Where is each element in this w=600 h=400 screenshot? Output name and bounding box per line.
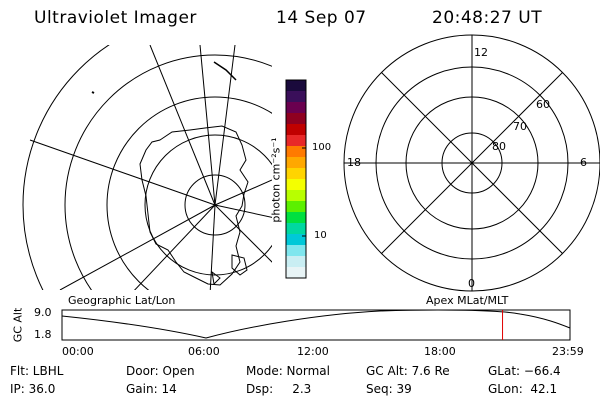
colorbar-band bbox=[286, 113, 306, 125]
colorbar-band bbox=[286, 223, 306, 235]
status-door: Door: Open bbox=[126, 364, 195, 378]
colorbar-band bbox=[286, 245, 306, 257]
timeline-xtick-0: 00:00 bbox=[62, 345, 94, 358]
mlat-label-80: 80 bbox=[492, 140, 506, 153]
colorbar-band bbox=[286, 256, 306, 268]
magnetic-polar-plot bbox=[343, 34, 600, 292]
status-ip: IP: 36.0 bbox=[10, 382, 56, 396]
coastline bbox=[139, 125, 249, 286]
status-gain: Gain: 14 bbox=[126, 382, 177, 396]
colorbar-band bbox=[286, 212, 306, 224]
geographic-map-label: Geographic Lat/Lon bbox=[68, 294, 176, 307]
mlt-label-6: 6 bbox=[580, 156, 587, 169]
colorbar-band bbox=[286, 234, 306, 246]
colorbar-band bbox=[286, 168, 306, 180]
status-gc-alt: GC Alt: 7.6 Re bbox=[366, 364, 450, 378]
status-mode: Mode: Normal bbox=[246, 364, 330, 378]
mlt-label-18: 18 bbox=[347, 156, 361, 169]
colorbar-band bbox=[286, 157, 306, 169]
magnetic-map-label: Apex MLat/MLT bbox=[426, 294, 509, 307]
colorbar-frame bbox=[285, 79, 307, 279]
status-dsp: Dsp: 2.3 bbox=[246, 382, 312, 396]
timeline-xtick-3: 18:00 bbox=[424, 345, 456, 358]
timeline-ylabel: GC Alt bbox=[11, 307, 25, 343]
status-glon: GLon: 42.1 bbox=[488, 382, 558, 396]
colorbar-band bbox=[286, 80, 306, 92]
altitude-curve bbox=[61, 309, 571, 339]
mlt-label-0: 0 bbox=[468, 277, 475, 290]
colorbar-band bbox=[286, 146, 306, 158]
timeline-xtick-1: 06:00 bbox=[188, 345, 220, 358]
timeline-frame bbox=[61, 309, 571, 341]
time-label: 20:48:27 UT bbox=[432, 8, 543, 28]
colorbar-band bbox=[286, 201, 306, 213]
timeline-xtick-4: 23:59 bbox=[552, 345, 584, 358]
colorbar-band bbox=[286, 179, 306, 191]
colorbar-band bbox=[286, 135, 306, 147]
colorbar-tick-label-low: 10 bbox=[314, 230, 327, 241]
colorbar-band bbox=[286, 190, 306, 202]
colorbar-label: photon cm⁻²s⁻¹ bbox=[269, 137, 283, 223]
status-filter: Flt: LBHL bbox=[10, 364, 64, 378]
app-title: Ultraviolet Imager bbox=[34, 8, 197, 28]
colorbar bbox=[286, 80, 306, 279]
status-glat: GLat: −66.4 bbox=[488, 364, 561, 378]
colorbar-band bbox=[286, 124, 306, 136]
colorbar-band bbox=[286, 102, 306, 114]
timeline-ytick-high: 9.0 bbox=[34, 306, 52, 319]
mlat-label-60: 60 bbox=[536, 98, 550, 111]
timeline-ytick-low: 1.8 bbox=[34, 328, 52, 341]
timeline-xtick-2: 12:00 bbox=[297, 345, 329, 358]
mlt-label-12: 12 bbox=[474, 46, 488, 59]
colorbar-band bbox=[286, 91, 306, 103]
colorbar-tick-label-high: 100 bbox=[312, 142, 332, 153]
mlat-label-70: 70 bbox=[513, 120, 527, 133]
date-label: 14 Sep 07 bbox=[276, 8, 367, 28]
status-seq: Seq: 39 bbox=[366, 382, 412, 396]
timeline-plot bbox=[61, 309, 571, 341]
geographic-map bbox=[22, 45, 272, 290]
colorbar-band bbox=[286, 267, 306, 279]
